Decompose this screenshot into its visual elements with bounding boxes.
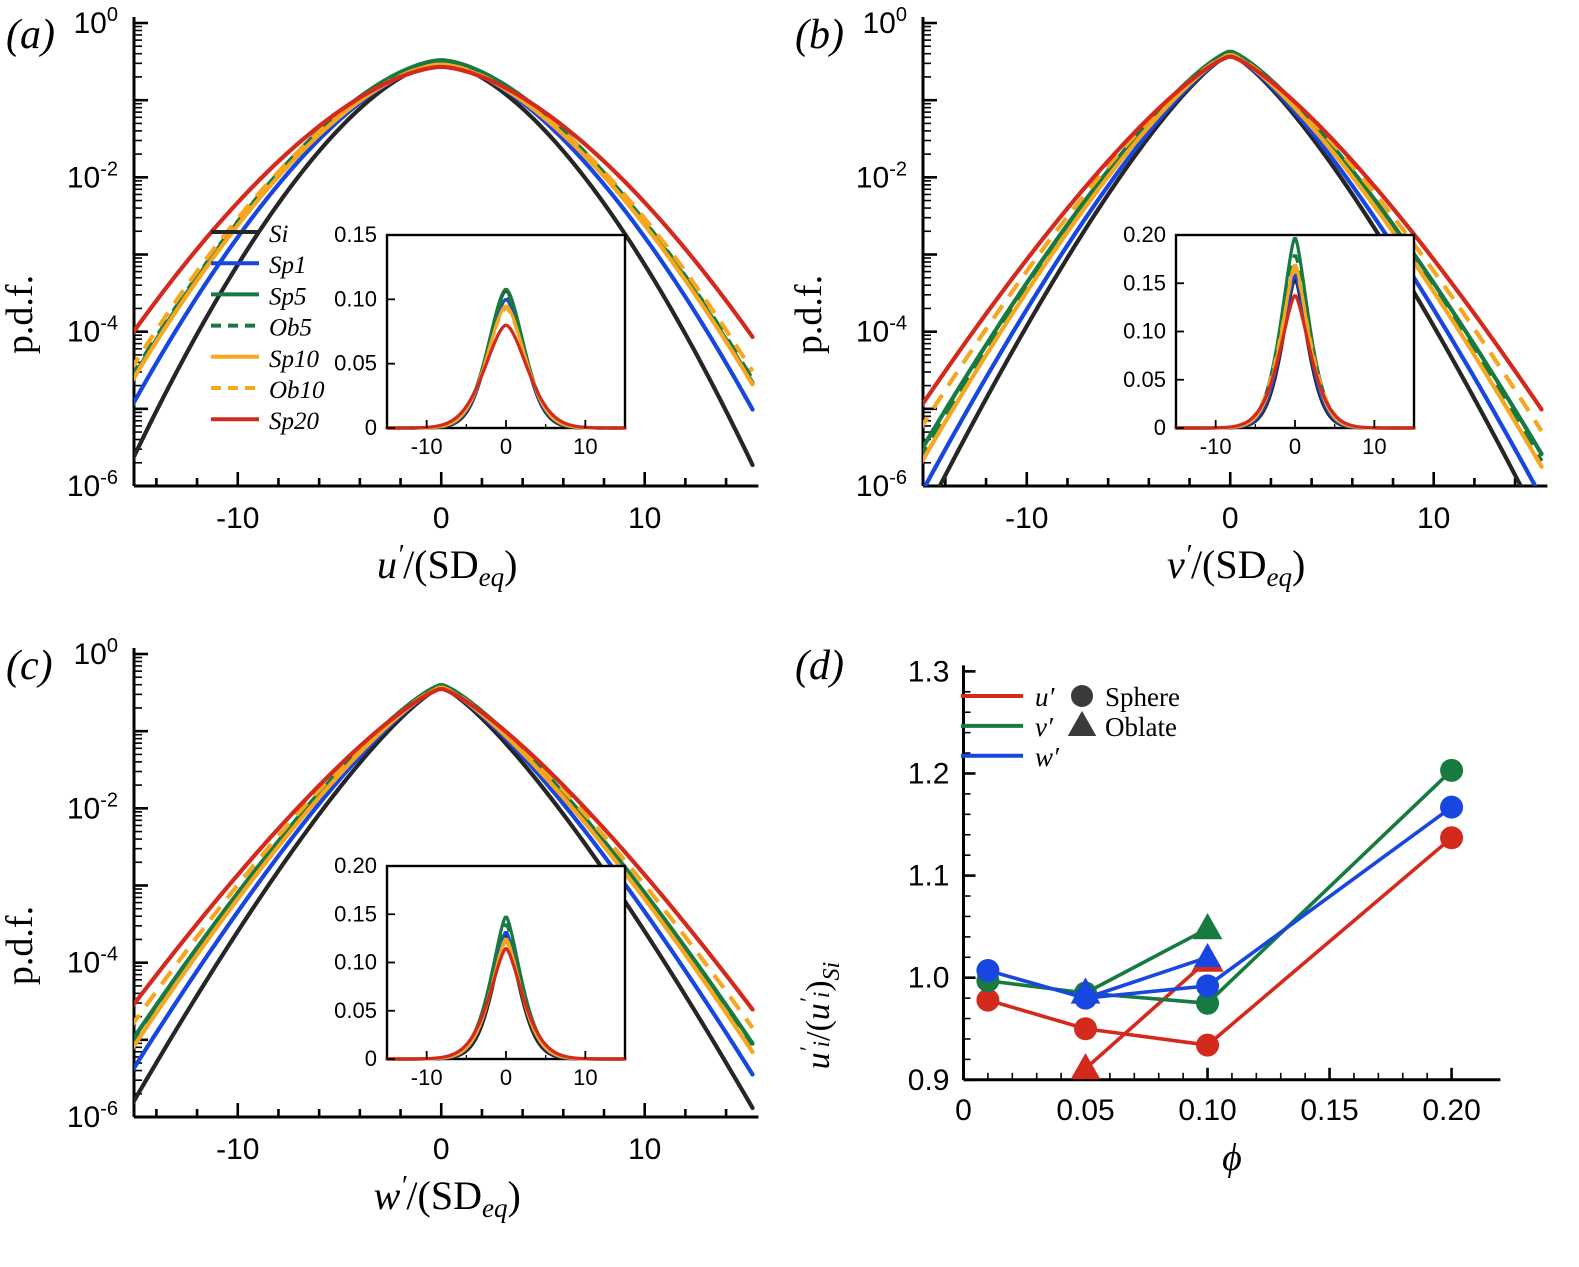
svg-text:0.20: 0.20 xyxy=(1422,1094,1480,1127)
svg-text:Oblate: Oblate xyxy=(1105,712,1177,742)
svg-text:0.05: 0.05 xyxy=(1056,1094,1114,1127)
svg-text:0: 0 xyxy=(500,1065,512,1090)
svg-text:10: 10 xyxy=(628,1133,661,1166)
svg-text:u′/(SDeq): u′/(SDeq) xyxy=(377,540,518,592)
svg-text:100: 100 xyxy=(74,635,119,671)
svg-text:0.10: 0.10 xyxy=(334,286,377,311)
svg-text:0.05: 0.05 xyxy=(334,351,377,376)
svg-text:Sphere: Sphere xyxy=(1105,682,1180,712)
svg-text:0.10: 0.10 xyxy=(334,950,377,975)
svg-text:Ob10: Ob10 xyxy=(269,377,325,404)
svg-text:10-4: 10-4 xyxy=(67,313,118,349)
svg-text:10-4: 10-4 xyxy=(67,944,118,980)
svg-text:0: 0 xyxy=(365,415,377,440)
svg-text:w′/(SDeq): w′/(SDeq) xyxy=(374,1171,521,1223)
svg-text:0: 0 xyxy=(1154,415,1166,440)
svg-text:Sp1: Sp1 xyxy=(269,252,307,279)
svg-text:10-6: 10-6 xyxy=(67,1098,118,1134)
svg-text:p.d.f.: p.d.f. xyxy=(0,275,41,354)
svg-text:1.2: 1.2 xyxy=(908,757,950,790)
svg-text:10-4: 10-4 xyxy=(856,313,907,349)
svg-text:-10: -10 xyxy=(1200,434,1232,459)
svg-text:0.05: 0.05 xyxy=(334,998,377,1023)
svg-text:0.15: 0.15 xyxy=(334,901,377,926)
svg-text:0: 0 xyxy=(1222,502,1239,535)
svg-text:(d): (d) xyxy=(795,643,844,689)
svg-text:100: 100 xyxy=(863,4,908,40)
svg-text:p.d.f.: p.d.f. xyxy=(0,906,41,985)
svg-text:1.3: 1.3 xyxy=(908,655,950,688)
svg-text:1.0: 1.0 xyxy=(908,962,950,995)
svg-text:0: 0 xyxy=(955,1094,972,1127)
svg-text:-10: -10 xyxy=(216,1133,259,1166)
svg-text:(a): (a) xyxy=(6,12,55,58)
svg-text:10: 10 xyxy=(573,1065,597,1090)
svg-text:10: 10 xyxy=(1417,502,1450,535)
svg-text:0: 0 xyxy=(500,434,512,459)
svg-text:Sp5: Sp5 xyxy=(269,283,307,310)
svg-text:0: 0 xyxy=(1289,434,1301,459)
svg-text:-10: -10 xyxy=(216,502,259,535)
svg-text:w′: w′ xyxy=(1035,742,1060,772)
svg-text:0.20: 0.20 xyxy=(334,853,377,878)
svg-text:v′: v′ xyxy=(1035,712,1054,742)
svg-text:100: 100 xyxy=(74,4,119,40)
svg-text:Si: Si xyxy=(269,221,289,248)
svg-text:10: 10 xyxy=(1362,434,1386,459)
svg-text:ϕ: ϕ xyxy=(1222,1137,1242,1179)
svg-text:0.10: 0.10 xyxy=(1123,319,1166,344)
svg-text:10-6: 10-6 xyxy=(67,467,118,503)
svg-text:10-2: 10-2 xyxy=(856,158,907,194)
svg-text:(b): (b) xyxy=(795,12,844,58)
svg-text:0.15: 0.15 xyxy=(1123,270,1166,295)
svg-text:0.05: 0.05 xyxy=(1123,367,1166,392)
svg-text:0.20: 0.20 xyxy=(1123,222,1166,247)
svg-text:v′/(SDeq): v′/(SDeq) xyxy=(1167,540,1305,592)
svg-text:(c): (c) xyxy=(6,643,53,689)
svg-text:-10: -10 xyxy=(411,1065,443,1090)
svg-text:10-2: 10-2 xyxy=(67,158,118,194)
svg-text:0: 0 xyxy=(433,1133,450,1166)
svg-text:0.15: 0.15 xyxy=(334,222,377,247)
svg-text:0.9: 0.9 xyxy=(908,1064,950,1097)
svg-text:0.15: 0.15 xyxy=(1300,1094,1358,1127)
svg-text:-10: -10 xyxy=(411,434,443,459)
svg-text:Ob5: Ob5 xyxy=(269,315,312,342)
svg-text:-10: -10 xyxy=(1005,502,1048,535)
svg-text:0: 0 xyxy=(365,1046,377,1071)
svg-text:u′i/(u′i)Si: u′i/(u′i)Si xyxy=(796,962,845,1070)
svg-text:p.d.f.: p.d.f. xyxy=(789,275,830,354)
svg-text:u′: u′ xyxy=(1035,682,1056,712)
svg-text:1.1: 1.1 xyxy=(908,860,950,893)
svg-text:0.10: 0.10 xyxy=(1178,1094,1236,1127)
svg-text:10-6: 10-6 xyxy=(856,467,907,503)
svg-text:10-2: 10-2 xyxy=(67,789,118,825)
svg-text:Sp20: Sp20 xyxy=(269,408,320,435)
svg-text:0: 0 xyxy=(433,502,450,535)
svg-text:10: 10 xyxy=(573,434,597,459)
svg-text:10: 10 xyxy=(628,502,661,535)
svg-text:Sp10: Sp10 xyxy=(269,346,320,373)
